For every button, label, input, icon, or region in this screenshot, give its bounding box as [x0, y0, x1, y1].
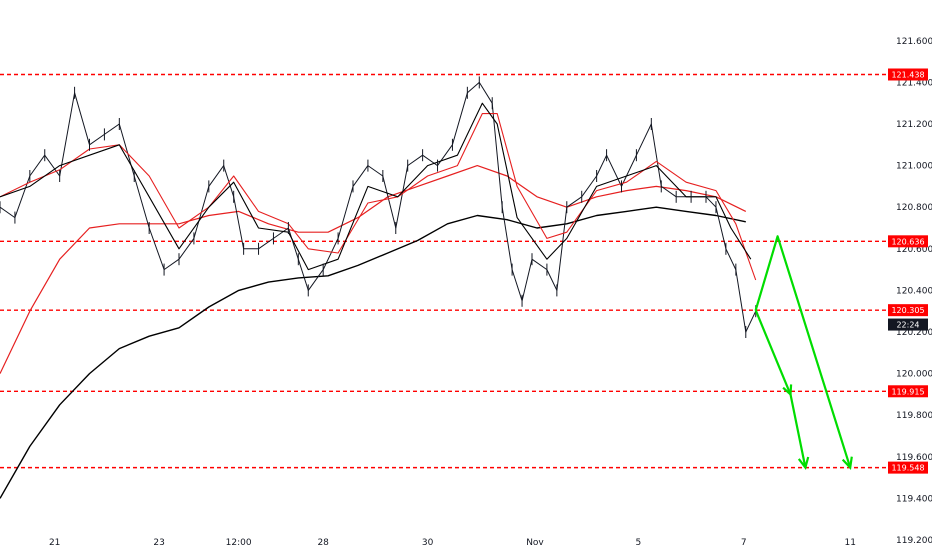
y-tick-label: 119.400 [896, 494, 932, 504]
current-time-tag [888, 318, 928, 331]
x-tick-label: 23 [153, 538, 164, 548]
ma-red-fast-line [0, 113, 757, 281]
price-line [0, 81, 757, 333]
ma-black-slow-line [0, 206, 746, 499]
level-tag-label: 121.438 [891, 70, 924, 79]
y-tick-label: 121.600 [896, 37, 932, 47]
level-tag [888, 304, 928, 317]
projection-arrow-1 [754, 309, 807, 468]
ma-black-fast-line [0, 102, 752, 271]
y-tick-label: 121.400 [896, 78, 932, 88]
y-tick-label: 121.200 [896, 120, 932, 130]
level-tag [888, 235, 928, 248]
x-tick-label: 21 [49, 538, 60, 548]
level-tag-label: 120.305 [891, 306, 924, 315]
projection-arrows [754, 235, 853, 471]
y-axis: 121.600 121.400 121.200 121.000 120.800 120.6… [896, 37, 932, 546]
x-tick-label: 5 [636, 538, 642, 548]
y-tick-label: 119.200 [896, 536, 932, 546]
projection-arrow-2-head [841, 456, 853, 471]
level-tag [888, 461, 928, 474]
level-tag [888, 385, 928, 398]
x-tick-label: 12:00 [226, 538, 252, 548]
level-tag [888, 68, 928, 81]
y-tick-label: 120.800 [896, 203, 932, 213]
x-tick-label: 11 [844, 538, 855, 548]
y-tick-label: 119.800 [896, 411, 932, 421]
level-tag-label: 120.636 [891, 237, 924, 246]
y-tick-label: 120.000 [896, 370, 932, 380]
horizontal-levels [0, 73, 887, 469]
y-tick-label: 120.600 [896, 245, 932, 255]
level-tag-label: 119.915 [891, 387, 924, 396]
x-tick-label: Nov [526, 538, 544, 548]
y-tick-label: 121.000 [896, 162, 932, 172]
projection-arrow-2 [754, 235, 852, 468]
x-tick-label: 30 [422, 538, 434, 548]
price-tags: 121.438 120.636 120.305 119.915 119.548 22:24 [888, 68, 928, 474]
x-tick-label: 28 [317, 538, 329, 548]
current-time-label: 22:24 [896, 321, 919, 330]
ma-red-slow-line [0, 165, 747, 374]
projection-arrow-mid-head [782, 384, 793, 397]
x-axis: 21 23 12:00 28 30 Nov 5 7 11 [49, 538, 856, 548]
level-tag-label: 119.548 [891, 464, 924, 473]
chart-series [0, 76, 757, 499]
projection-arrow-1-head [797, 456, 810, 471]
y-tick-label: 120.400 [896, 286, 932, 296]
y-tick-label: 120.200 [896, 328, 932, 338]
x-tick-label: 7 [741, 538, 747, 548]
y-tick-label: 119.600 [896, 453, 932, 463]
